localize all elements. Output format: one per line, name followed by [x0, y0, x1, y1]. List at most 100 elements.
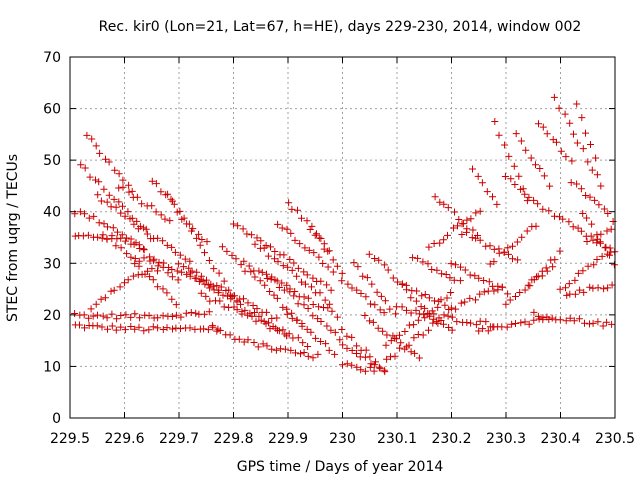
data-point — [402, 281, 410, 289]
data-point — [450, 224, 457, 232]
data-point — [314, 350, 322, 358]
data-point — [458, 231, 466, 238]
data-point — [606, 244, 614, 252]
data-point — [138, 200, 146, 208]
data-point — [457, 299, 465, 307]
x-tick-label: 230.1 — [377, 431, 417, 447]
data-point — [565, 280, 573, 288]
data-point — [310, 249, 318, 257]
data-point — [380, 261, 388, 269]
data-point — [455, 216, 463, 223]
data-point — [110, 286, 118, 294]
data-point — [122, 311, 130, 319]
data-point — [154, 267, 161, 275]
data-point — [383, 355, 391, 363]
data-point — [394, 278, 402, 286]
data-point — [287, 229, 295, 237]
data-point — [300, 268, 308, 276]
x-tick-label: 229.8 — [213, 431, 253, 447]
data-point — [257, 316, 265, 324]
data-point — [168, 295, 176, 303]
data-point — [463, 228, 470, 236]
data-point — [391, 334, 399, 342]
data-point — [203, 238, 211, 246]
data-point — [71, 310, 79, 317]
data-point — [405, 341, 413, 349]
data-point — [574, 224, 582, 232]
data-point — [193, 234, 201, 242]
data-point — [567, 179, 575, 187]
data-point — [298, 322, 306, 330]
data-point — [223, 247, 231, 255]
data-point — [362, 293, 370, 301]
data-point — [111, 166, 119, 174]
data-point — [412, 306, 420, 314]
data-point — [535, 120, 542, 128]
data-point — [328, 307, 336, 315]
data-point — [292, 349, 299, 357]
data-point — [413, 287, 421, 295]
data-point — [219, 291, 227, 299]
data-point — [302, 280, 309, 288]
data-point — [149, 257, 157, 265]
data-point — [117, 244, 125, 252]
data-point — [530, 196, 538, 204]
data-point — [444, 204, 452, 212]
data-point — [604, 210, 612, 217]
data-point — [294, 206, 301, 214]
data-point — [191, 274, 199, 282]
data-point — [309, 274, 317, 282]
y-tick-label: 60 — [43, 102, 61, 118]
data-point — [555, 104, 563, 112]
data-point — [505, 152, 513, 160]
data-point — [279, 326, 287, 334]
data-point — [125, 188, 133, 196]
data-point — [570, 317, 578, 325]
data-point — [273, 314, 281, 322]
data-point — [495, 131, 503, 139]
data-point — [118, 231, 126, 239]
y-tick-label: 70 — [43, 50, 61, 66]
data-point — [377, 292, 385, 300]
data-point — [311, 231, 319, 239]
data-point — [584, 262, 592, 270]
data-point — [509, 255, 516, 263]
data-point — [472, 234, 480, 242]
data-point — [154, 314, 162, 322]
data-point — [84, 231, 92, 239]
data-point — [543, 130, 551, 138]
data-point — [263, 308, 271, 316]
data-point — [549, 263, 557, 271]
data-point — [113, 315, 121, 323]
data-point — [303, 271, 311, 279]
data-point — [116, 283, 124, 291]
data-point — [608, 320, 616, 328]
data-point — [445, 324, 453, 331]
data-point — [504, 244, 512, 252]
data-point — [241, 306, 249, 314]
data-point — [94, 233, 102, 241]
data-point — [163, 289, 171, 297]
data-point — [244, 311, 252, 319]
data-point — [430, 310, 438, 318]
data-point — [285, 199, 293, 207]
data-point — [583, 214, 591, 222]
data-point — [594, 318, 602, 326]
data-point — [304, 294, 312, 302]
data-point — [187, 309, 195, 316]
data-point — [602, 243, 610, 251]
data-point — [308, 283, 315, 291]
data-point — [188, 227, 195, 235]
data-point — [249, 302, 257, 309]
data-point — [283, 305, 291, 313]
data-point — [317, 277, 325, 285]
data-point — [148, 265, 156, 273]
data-point — [384, 266, 392, 274]
data-point — [472, 321, 480, 329]
data-point — [183, 220, 191, 228]
data-point — [100, 185, 108, 193]
data-point — [210, 265, 218, 273]
data-point — [361, 312, 369, 319]
data-point — [450, 276, 458, 284]
data-point — [286, 288, 294, 296]
